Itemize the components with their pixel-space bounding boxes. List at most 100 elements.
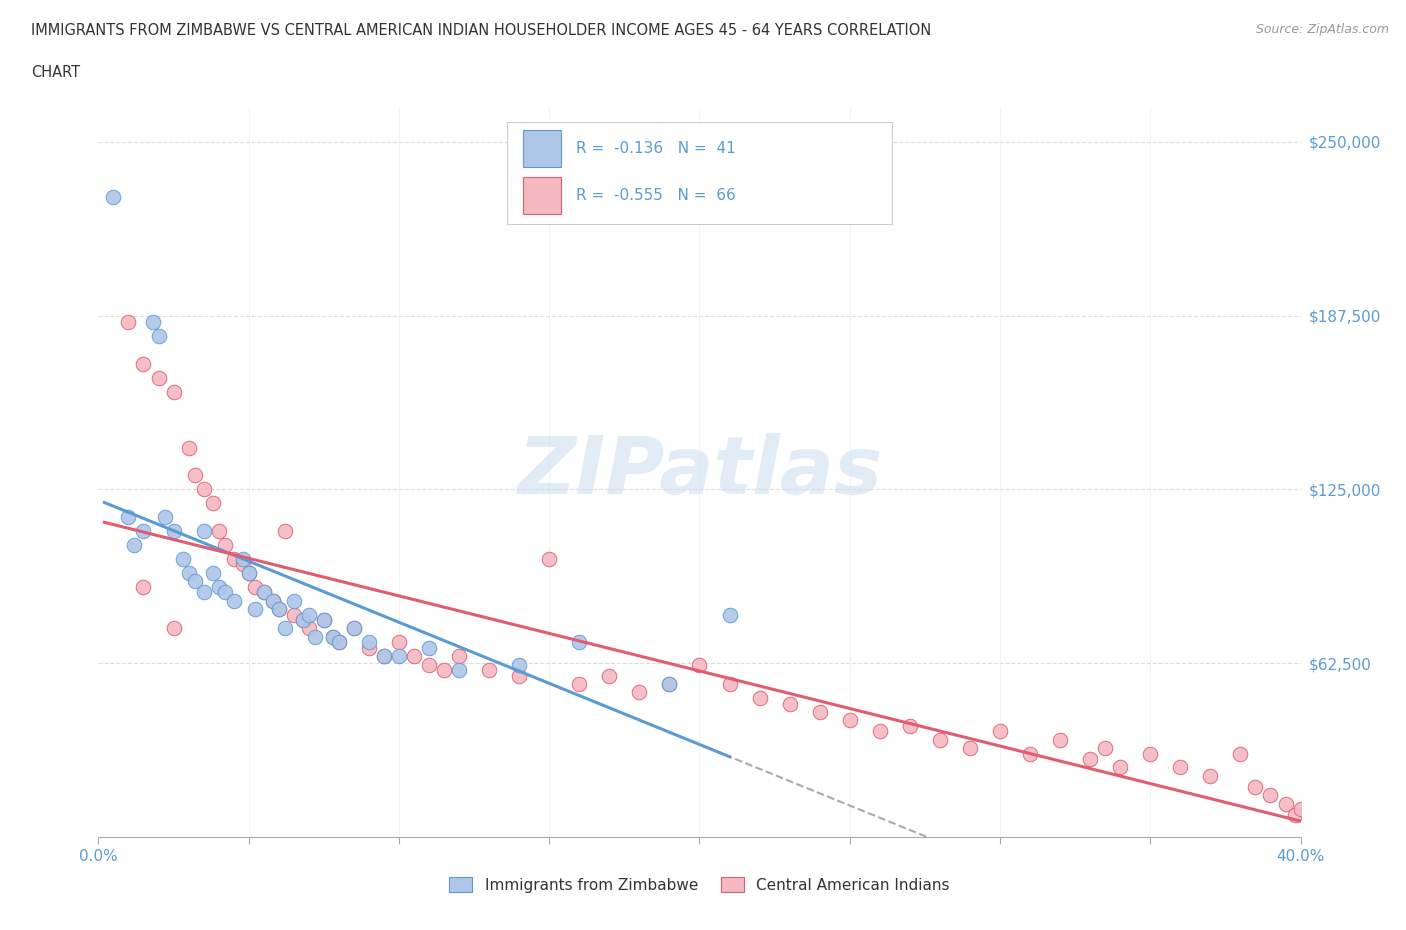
Point (658, 677, 681, 692)
Point (148, 329, 170, 344)
Point (124, 538, 146, 552)
Point (478, 663, 501, 678)
Point (658, 677, 681, 692)
Point (373, 649, 395, 664)
Point (1274, 796, 1296, 811)
Point (214, 585, 236, 600)
Point (447, 663, 470, 678)
Point (1284, 807, 1306, 822)
Point (322, 630, 344, 644)
Point (117, 315, 139, 330)
Point (568, 677, 591, 692)
Point (222, 551, 245, 566)
Point (418, 641, 440, 656)
Point (132, 524, 155, 538)
Point (898, 718, 921, 733)
Point (201, 565, 224, 580)
Point (283, 593, 305, 608)
Point (232, 557, 254, 572)
Point (357, 635, 380, 650)
Point (214, 538, 236, 552)
Point (253, 585, 276, 600)
Point (628, 684, 651, 699)
Point (253, 585, 276, 600)
Point (418, 658, 440, 672)
Point (117, 510, 139, 525)
Point (1139, 746, 1161, 761)
Point (201, 496, 224, 511)
Point (193, 585, 215, 600)
Point (274, 621, 297, 636)
Point (343, 621, 366, 636)
Point (177, 440, 200, 455)
Point (232, 551, 254, 566)
Point (343, 621, 366, 636)
Point (243, 602, 266, 617)
Point (267, 602, 290, 617)
Point (132, 579, 155, 594)
Point (1078, 751, 1101, 766)
Point (193, 524, 215, 538)
Text: IMMIGRANTS FROM ZIMBABWE VS CENTRAL AMERICAN INDIAN HOUSEHOLDER INCOME AGES 45 -: IMMIGRANTS FROM ZIMBABWE VS CENTRAL AMER… (31, 23, 931, 38)
Point (153, 510, 176, 525)
Point (718, 677, 741, 692)
Point (508, 658, 530, 672)
Point (267, 602, 290, 617)
Point (304, 630, 326, 644)
Point (183, 468, 205, 483)
Point (238, 565, 260, 580)
Point (298, 607, 321, 622)
Point (162, 621, 184, 636)
Point (1244, 779, 1267, 794)
Point (1170, 760, 1192, 775)
Point (357, 641, 380, 656)
Point (1199, 768, 1222, 783)
Point (718, 607, 741, 622)
Point (808, 704, 831, 719)
Point (959, 740, 981, 755)
Point (538, 551, 561, 566)
Point (838, 712, 860, 727)
Point (172, 551, 194, 566)
Point (1109, 760, 1132, 775)
Legend: Immigrants from Zimbabwe, Central American Indians: Immigrants from Zimbabwe, Central Americ… (443, 870, 956, 898)
Point (193, 482, 215, 497)
Point (598, 669, 620, 684)
Point (388, 649, 411, 664)
Point (274, 524, 297, 538)
Text: Source: ZipAtlas.com: Source: ZipAtlas.com (1256, 23, 1389, 36)
Point (103, 190, 125, 205)
Point (373, 649, 395, 664)
Point (262, 593, 284, 608)
Point (402, 649, 425, 664)
Point (262, 593, 284, 608)
Point (291, 613, 314, 628)
Point (1094, 740, 1116, 755)
Point (508, 669, 530, 684)
Point (183, 574, 205, 589)
Point (132, 357, 155, 372)
Point (1019, 746, 1042, 761)
Point (568, 635, 591, 650)
Point (208, 524, 231, 538)
Point (243, 579, 266, 594)
Point (929, 732, 952, 747)
Point (328, 635, 350, 650)
Point (222, 593, 245, 608)
Point (291, 613, 314, 628)
Point (162, 385, 184, 400)
Point (433, 663, 456, 678)
Point (689, 658, 711, 672)
Point (177, 565, 200, 580)
Point (447, 649, 470, 664)
Point (779, 696, 801, 711)
Point (322, 630, 344, 644)
Point (869, 724, 891, 738)
Point (988, 724, 1011, 738)
Point (298, 621, 321, 636)
Point (238, 565, 260, 580)
Point (328, 635, 350, 650)
Point (162, 524, 184, 538)
Point (141, 315, 163, 330)
Point (388, 635, 411, 650)
